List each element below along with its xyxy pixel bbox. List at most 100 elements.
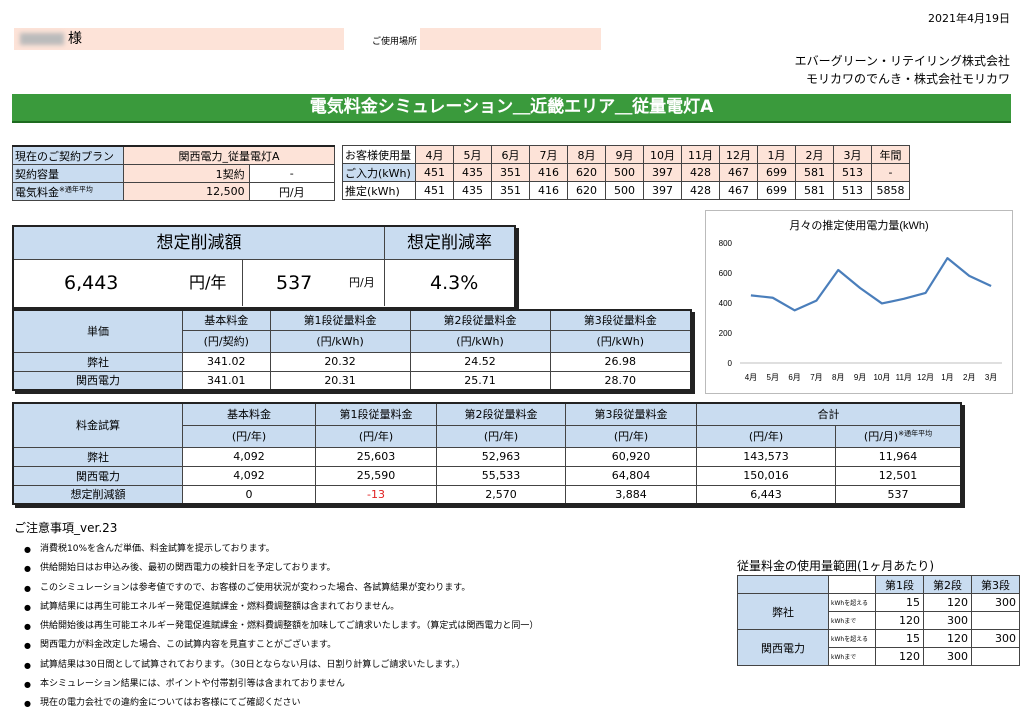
reduction-monthly-unit: 円/月 <box>349 276 375 289</box>
plan-value: 関西電力_従量電灯A <box>123 145 335 165</box>
usage-estimate-cell: 397 <box>643 181 682 200</box>
fee-col-header: 基本料金 <box>182 402 316 426</box>
usage-input-cell: 397 <box>643 163 682 182</box>
fee-cell: 3,884 <box>565 484 697 505</box>
place-field <box>420 28 601 50</box>
fee-col-unit: (円/年) <box>565 424 697 448</box>
x-tick-label: 9月 <box>854 373 866 382</box>
redacted-name <box>20 33 64 45</box>
fee-value: 12,500 <box>123 182 250 201</box>
customer-name-field: 様 <box>14 28 344 50</box>
unit-col-header: 第2段従量料金 <box>409 309 551 331</box>
usage-input-cell: - <box>871 163 910 182</box>
reduction-summary: 想定削減額 想定削減率 6,443 円/年 537 円/月 4.3% <box>12 225 516 309</box>
usage-estimate-label: 推定(kWh) <box>342 181 416 200</box>
note-item: 供給開始日はお申込み後、最初の関西電力の検針日を予定しております。 <box>24 559 538 579</box>
fee-cell: 60,920 <box>565 446 697 467</box>
usage-input-cell: 699 <box>757 163 796 182</box>
note-item: 消費税10%を含んだ単価、料金試算を提示しております。 <box>24 540 538 560</box>
fee-col-unit: (円/年) <box>315 424 437 448</box>
fee-col-header: 第2段従量料金 <box>436 402 566 426</box>
range-title: 従量料金の使用量範囲(1ヶ月あたり) <box>737 559 934 573</box>
divider <box>242 260 243 306</box>
usage-month-header: 8月 <box>567 145 606 164</box>
fee-cell: 52,963 <box>436 446 566 467</box>
usage-estimate-cell: 467 <box>719 181 758 200</box>
unit-row-label: 関西電力 <box>12 370 183 391</box>
unit-cell: 20.31 <box>269 370 411 391</box>
reduction-monthly-value: 537 <box>276 272 313 294</box>
usage-month-header: 11月 <box>681 145 720 164</box>
fee-calc-table: 料金試算 基本料金 第1段従量料金 第2段従量料金 第3段従量料金 合計 (円/… <box>12 402 962 505</box>
usage-input-cell: 620 <box>567 163 606 182</box>
x-tick-label: 2月 <box>963 373 975 382</box>
usage-input-cell: 581 <box>795 163 834 182</box>
range-corner-sub <box>828 575 876 594</box>
fee-row-label: 弊社 <box>12 446 183 467</box>
usage-estimate-cell: 513 <box>833 181 872 200</box>
plan-table: 現在のご契約プラン 関西電力_従量電灯A 契約容量 1契約 - 電気料金※通年平… <box>12 145 336 201</box>
usage-estimate-cell: 451 <box>415 181 454 200</box>
x-tick-label: 7月 <box>810 373 822 382</box>
unit-price-table: 単価 基本料金 第1段従量料金 第2段従量料金 第3段従量料金 (円/契約) (… <box>12 309 692 391</box>
usage-month-header: 1月 <box>757 145 796 164</box>
usage-input-cell: 416 <box>529 163 568 182</box>
range-cell: 120 <box>923 593 972 612</box>
fee-total-monthly-text: (円/月) <box>863 430 899 443</box>
note-item: 試算結果は30日間として試算されております。（30日とならない月は、日割り計算し… <box>24 656 538 676</box>
capacity-extra: - <box>248 164 336 183</box>
range-cell: 300 <box>923 647 972 666</box>
unit-col-unit: (円/kWh) <box>269 329 411 353</box>
usage-table: お客様使用量 4月 5月 6月 7月 8月 9月 10月 11月 12月 1月 2月 3月 年間 ご入力(… <box>342 145 910 200</box>
usage-month-header: 6月 <box>491 145 530 164</box>
fee-label: 電気料金※通年平均 <box>12 182 124 201</box>
fee-cell: 11,964 <box>835 446 962 467</box>
fee-cell: 4,092 <box>182 446 316 467</box>
usage-month-header: 12月 <box>719 145 758 164</box>
reduction-rate-header: 想定削減率 <box>385 227 514 260</box>
usage-estimate-cell: 699 <box>757 181 796 200</box>
usage-input-cell: 435 <box>453 163 492 182</box>
fee-total-note: ※通年平均 <box>898 429 933 438</box>
customer-suffix: 様 <box>68 31 82 47</box>
divider <box>384 260 385 306</box>
range-cell: 300 <box>971 629 1020 648</box>
usage-chart: 月々の推定使用電力量(kWh) 0 200 400 600 800 4月 5月 6月 7月 8月 9… <box>705 210 1013 394</box>
y-tick-label: 200 <box>719 329 733 338</box>
y-tick-label: 800 <box>719 239 733 248</box>
usage-estimate-cell: 500 <box>605 181 644 200</box>
fee-total-header: 合計 <box>696 402 962 426</box>
usage-input-cell: 451 <box>415 163 454 182</box>
note-item: 本シミュレーション結果には、ポイントや付帯割引等は含まれておりません <box>24 675 538 695</box>
range-cell: 300 <box>971 593 1020 612</box>
place-label: ご使用場所 <box>372 37 418 47</box>
reduction-yearly-value: 6,443 <box>64 272 119 294</box>
usage-estimate-cell: 435 <box>453 181 492 200</box>
unit-cell: 28.70 <box>549 370 692 391</box>
usage-input-cell: 351 <box>491 163 530 182</box>
usage-input-label: ご入力(kWh) <box>342 163 416 182</box>
usage-estimate-cell: 620 <box>567 181 606 200</box>
x-tick-label: 12月 <box>917 373 934 382</box>
usage-input-cell: 500 <box>605 163 644 182</box>
fee-col-unit: (円/年) <box>436 424 566 448</box>
x-tick-label: 6月 <box>788 373 800 382</box>
fee-col-unit: (円/年) <box>182 424 316 448</box>
fee-cell: 12,501 <box>835 465 962 486</box>
x-tick-label: 1月 <box>941 373 953 382</box>
reduction-yearly-unit: 円/年 <box>189 273 227 292</box>
range-sub-label: kWhを超える <box>828 593 876 612</box>
unit-cell: 25.71 <box>409 370 551 391</box>
fee-label-note: ※通年平均 <box>59 184 93 193</box>
company-line-1: エバーグリーン・リテイリング株式会社 <box>794 54 1010 68</box>
unit-col-header: 基本料金 <box>182 309 271 331</box>
usage-chart-svg: 月々の推定使用電力量(kWh) 0 200 400 600 800 4月 5月 6月 7月 8月 9… <box>719 218 1002 382</box>
range-cell: 15 <box>875 629 924 648</box>
range-row-name: 関西電力 <box>737 629 829 666</box>
range-cell: 300 <box>923 611 972 630</box>
usage-estimate-cell: 581 <box>795 181 834 200</box>
company-line-2: モリカワのでんき・株式会社モリカワ <box>805 72 1010 86</box>
capacity-label: 契約容量 <box>12 164 124 183</box>
fee-total-monthly-unit: (円/月)※通年平均 <box>835 424 962 448</box>
plan-label: 現在のご契約プラン <box>12 145 124 165</box>
